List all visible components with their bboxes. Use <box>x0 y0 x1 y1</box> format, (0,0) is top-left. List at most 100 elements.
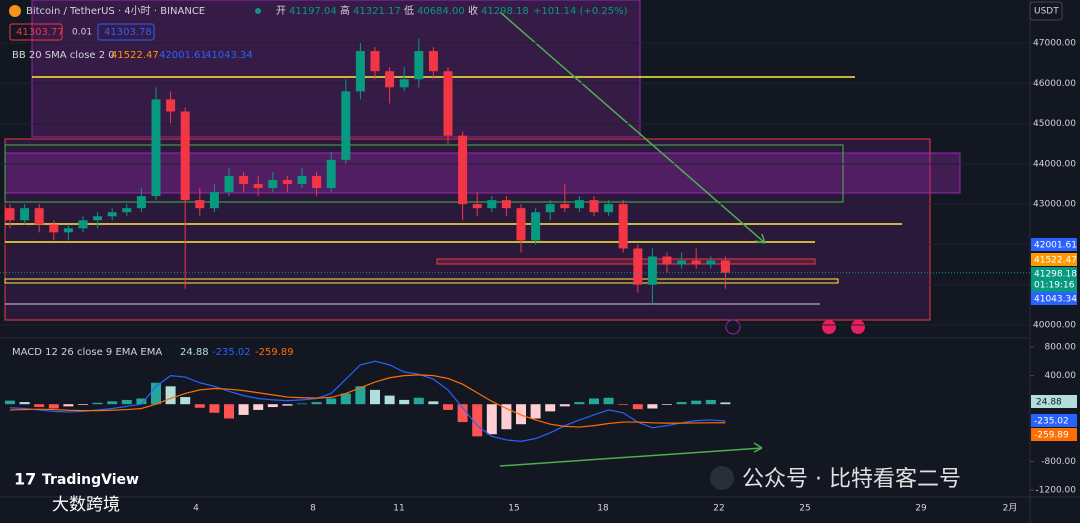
candle-body <box>253 184 263 189</box>
histogram-bar <box>662 404 672 405</box>
buy-button[interactable] <box>97 23 155 41</box>
macd-badge <box>1031 395 1077 408</box>
candle-body <box>560 204 570 209</box>
histogram-bar <box>632 404 643 410</box>
candle-body <box>239 175 249 184</box>
watermark: 公众号 · 比特看客二号 <box>742 467 961 492</box>
x-tick-label: 8 <box>310 504 316 514</box>
candle-body <box>122 208 132 213</box>
candle-body <box>399 79 409 88</box>
event-icon[interactable] <box>725 319 741 335</box>
trend-arrow <box>499 447 763 467</box>
y-tick-label: 46000.00 <box>1033 79 1076 89</box>
candle-body <box>677 260 687 265</box>
histogram-bar <box>618 404 629 405</box>
candle-body <box>589 200 599 213</box>
candle-body <box>49 224 59 233</box>
spread: 0.01 <box>72 28 92 38</box>
candle-body <box>224 175 234 193</box>
histogram-bar <box>326 398 337 405</box>
candle-body <box>312 175 322 189</box>
candle-body <box>428 51 438 72</box>
histogram-bar <box>545 404 556 412</box>
candle-body <box>633 248 643 285</box>
event-icon[interactable] <box>822 320 836 334</box>
candle-body <box>706 260 716 265</box>
y-tick-label: 47000.00 <box>1033 39 1076 49</box>
candle-body <box>20 208 30 221</box>
macd-badge-text: -259.89 <box>1034 431 1069 441</box>
histogram-bar <box>589 398 599 405</box>
candle-body <box>385 71 395 88</box>
y-tick-label: 43000.00 <box>1033 200 1076 210</box>
x-tick-label: 22 <box>713 504 724 514</box>
candle-body <box>326 159 336 189</box>
histogram-bar <box>384 395 395 405</box>
x-tick-label: 4 <box>193 504 199 514</box>
macd-line <box>9 360 726 442</box>
candle-body <box>691 260 701 265</box>
arrow-head <box>754 233 766 244</box>
x-tick-label: 2月 <box>1003 503 1018 514</box>
price-badge-text: 41043.34 <box>1034 295 1077 305</box>
zone-box <box>4 144 844 203</box>
histogram-bar <box>603 397 614 405</box>
macd-reading: 24.88 <box>180 347 209 358</box>
candle-body <box>458 135 468 205</box>
sell-price: 41303.77 <box>16 27 64 38</box>
macd-indicator: MACD 12 26 close 9 EMA EMA <box>12 347 162 358</box>
histogram-bar <box>34 404 45 408</box>
candle-body <box>166 99 176 112</box>
histogram-bar <box>5 400 15 405</box>
ohlc-label: 开 <box>276 6 286 17</box>
bb-reading: 41043.34 <box>205 50 253 61</box>
candle-body <box>443 71 453 136</box>
macd-badge-text: -235.02 <box>1034 417 1069 427</box>
histogram-bar <box>238 404 249 415</box>
sell-button[interactable] <box>9 23 63 41</box>
zone-box <box>31 0 641 138</box>
histogram-bar <box>267 404 278 408</box>
histogram-bar <box>443 404 453 410</box>
histogram-bar <box>691 400 702 405</box>
bb-indicator: BB 20 SMA close 2 0 <box>12 50 115 61</box>
histogram-bar <box>63 404 74 407</box>
candle-body <box>355 51 365 92</box>
currency-button[interactable] <box>1029 1 1063 21</box>
change: +101.14 (+0.25%) <box>533 6 628 17</box>
candle-body <box>78 220 88 229</box>
y-tick-label: -1200.00 <box>1036 486 1077 496</box>
macd-reading: -259.89 <box>255 347 294 358</box>
histogram-bar <box>530 404 541 419</box>
histogram-bar <box>209 404 220 413</box>
symbol: Bitcoin / TetherUS · 4小时 · BINANCE <box>26 5 205 17</box>
histogram-bar <box>151 382 161 405</box>
y-tick-label: 40000.00 <box>1033 321 1076 331</box>
candle-body <box>180 111 190 201</box>
histogram-bar <box>413 397 424 405</box>
candle-body <box>501 200 511 209</box>
candle-body <box>341 91 351 160</box>
candle-body <box>662 256 672 265</box>
level-band <box>436 258 816 265</box>
countdown: 01:19:16 <box>1034 281 1075 291</box>
candle-body <box>531 212 541 241</box>
candle-body <box>5 208 15 221</box>
histogram-bar <box>92 402 103 405</box>
y-tick-label: 800.00 <box>1045 343 1077 353</box>
event-icon[interactable] <box>851 320 865 334</box>
histogram-bar <box>19 402 30 405</box>
x-tick-label: 25 <box>799 504 810 514</box>
level-band <box>4 278 839 284</box>
histogram-bar <box>370 389 380 405</box>
histogram-bar <box>297 403 307 405</box>
x-tick-label: 15 <box>508 504 519 514</box>
candle-body <box>516 208 526 241</box>
candle-body <box>720 260 730 273</box>
price-badge <box>1031 253 1077 266</box>
arrow-head <box>753 442 763 453</box>
candle-body <box>282 179 292 184</box>
ohlc-value: 41298.18 <box>481 6 529 17</box>
bb-reading: 42001.61 <box>159 50 207 61</box>
